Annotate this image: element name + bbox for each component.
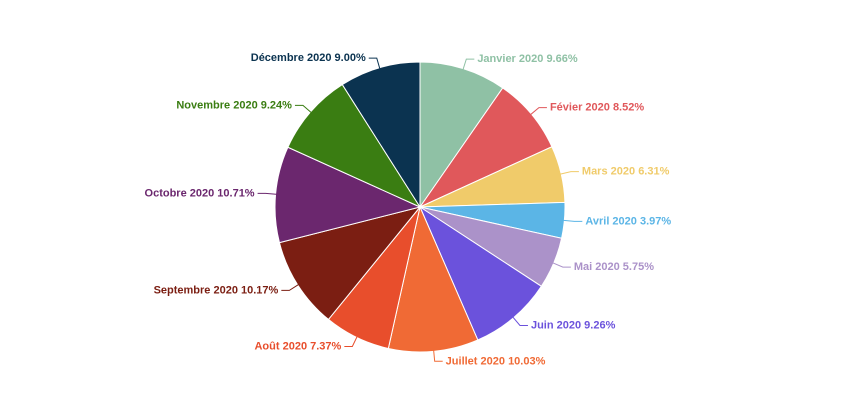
slice-value: 10.03% — [508, 355, 546, 367]
slice-category: Janvier 2020 — [477, 53, 543, 65]
slice-category: Octobre 2020 — [145, 187, 215, 199]
slice-label: Juillet 2020 10.03% — [446, 355, 546, 367]
slice-label: Janvier 2020 9.66% — [477, 53, 578, 65]
slice-label: Octobre 2020 10.71% — [145, 187, 255, 199]
slice-label: Mars 2020 6.31% — [582, 166, 670, 178]
slice-value: 8.52% — [613, 102, 644, 114]
slice-category: Juin 2020 — [531, 319, 581, 331]
slice-value: 9.00% — [335, 52, 366, 64]
slice-value: 5.75% — [623, 261, 654, 273]
leader-line — [281, 283, 300, 291]
slice-category: Mars 2020 — [582, 166, 635, 178]
slice-label: Août 2020 7.37% — [254, 340, 341, 352]
leader-line — [551, 261, 571, 268]
slice-label: Décembre 2020 9.00% — [251, 52, 366, 64]
slice-value: 9.26% — [584, 319, 615, 331]
leader-line — [294, 104, 313, 114]
leader-line — [433, 349, 443, 362]
leader-line — [529, 107, 547, 116]
slice-value: 10.17% — [241, 284, 279, 296]
slice-value: 6.31% — [638, 166, 669, 178]
slice-label: Juin 2020 9.26% — [531, 319, 616, 331]
leader-line — [511, 315, 528, 326]
slice-category: Févier 2020 — [550, 102, 610, 114]
slice-category: Septembre 2020 — [154, 284, 238, 296]
slice-category: Novembre 2020 — [176, 99, 257, 111]
slice-category: Mai 2020 — [574, 261, 620, 273]
leader-line — [368, 57, 381, 70]
slice-category: Avril 2020 — [585, 215, 637, 227]
slice-value: 9.66% — [546, 53, 577, 65]
slice-label: Avril 2020 3.97% — [585, 215, 671, 227]
slice-category: Août 2020 — [254, 340, 307, 352]
slice-label: Novembre 2020 9.24% — [176, 99, 292, 111]
slice-category: Juillet 2020 — [446, 355, 505, 367]
slice-value: 7.37% — [310, 340, 341, 352]
leader-line — [344, 335, 359, 347]
leader-line — [559, 171, 579, 175]
slice-label: Févier 2020 8.52% — [550, 102, 644, 114]
slice-category: Décembre 2020 — [251, 52, 332, 64]
leader-line — [257, 192, 278, 195]
leader-line — [462, 58, 475, 71]
slice-label: Mai 2020 5.75% — [574, 261, 654, 273]
slice-value: 10.71% — [217, 187, 255, 199]
slice-label: Septembre 2020 10.17% — [154, 284, 279, 296]
slice-value: 3.97% — [640, 215, 671, 227]
slice-value: 9.24% — [261, 99, 292, 111]
leader-line — [562, 219, 583, 222]
